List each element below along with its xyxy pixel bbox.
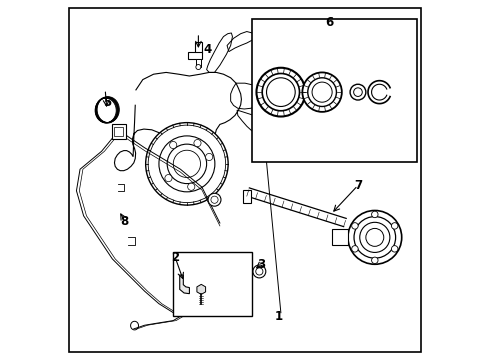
Text: 2: 2 <box>171 251 179 264</box>
Bar <box>112 125 126 139</box>
Polygon shape <box>180 275 190 294</box>
Bar <box>195 42 202 53</box>
Circle shape <box>165 175 172 182</box>
Circle shape <box>371 211 378 218</box>
Circle shape <box>159 136 215 192</box>
Circle shape <box>366 228 384 246</box>
Bar <box>243 190 251 203</box>
Circle shape <box>312 82 332 102</box>
Circle shape <box>146 123 228 205</box>
Circle shape <box>302 72 342 112</box>
Circle shape <box>170 141 177 149</box>
Circle shape <box>354 88 362 96</box>
Circle shape <box>350 84 366 100</box>
Text: 4: 4 <box>203 42 212 55</box>
Circle shape <box>308 78 337 107</box>
Circle shape <box>167 144 207 184</box>
Bar <box>173 252 252 316</box>
Circle shape <box>354 217 395 258</box>
Text: 8: 8 <box>121 215 129 228</box>
Circle shape <box>262 73 299 111</box>
Circle shape <box>253 265 266 278</box>
Circle shape <box>352 223 358 229</box>
Text: 3: 3 <box>257 258 265 271</box>
Text: 7: 7 <box>354 179 362 192</box>
Circle shape <box>360 222 390 252</box>
Circle shape <box>256 268 263 275</box>
Circle shape <box>211 196 218 203</box>
Text: 5: 5 <box>103 96 111 109</box>
Circle shape <box>208 193 221 206</box>
Polygon shape <box>197 284 206 294</box>
Circle shape <box>352 246 358 252</box>
Circle shape <box>348 211 402 264</box>
Bar <box>252 19 417 162</box>
Circle shape <box>206 153 213 161</box>
Bar <box>188 52 202 59</box>
Circle shape <box>256 68 305 117</box>
Bar <box>114 127 123 136</box>
Circle shape <box>188 183 195 190</box>
Circle shape <box>173 150 200 177</box>
Circle shape <box>392 223 398 229</box>
Circle shape <box>392 246 398 252</box>
Bar <box>196 59 201 67</box>
Text: 6: 6 <box>325 16 333 29</box>
Circle shape <box>267 78 295 107</box>
Circle shape <box>196 64 201 69</box>
Circle shape <box>371 257 378 264</box>
Bar <box>332 229 348 245</box>
Text: 1: 1 <box>275 310 283 323</box>
Circle shape <box>194 140 201 147</box>
